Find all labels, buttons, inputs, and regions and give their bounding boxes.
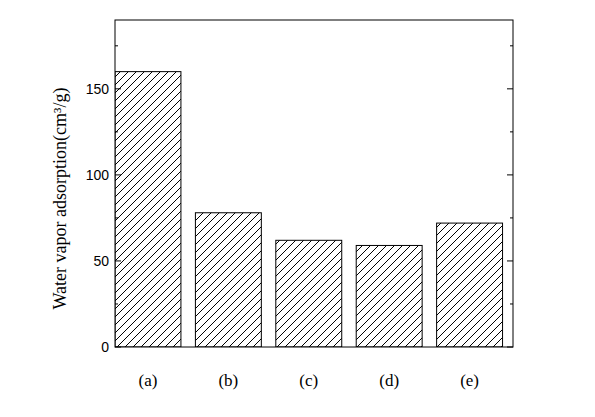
y-tick-right bbox=[507, 174, 513, 175]
y-minor-tick bbox=[115, 131, 118, 132]
bar bbox=[195, 213, 261, 347]
x-tick-label: (b) bbox=[218, 371, 238, 390]
bar bbox=[115, 72, 181, 347]
bar bbox=[437, 223, 503, 347]
y-tick-label: 150 bbox=[86, 81, 110, 97]
y-minor-tick bbox=[510, 131, 513, 132]
y-minor-tick bbox=[115, 45, 118, 46]
bars bbox=[115, 72, 503, 347]
y-tick-label: 50 bbox=[93, 253, 109, 269]
chart-svg: 0 50 100 150 (a) (b) (c) (d) (e) Water vapor adso… bbox=[0, 0, 595, 417]
bar bbox=[356, 245, 422, 347]
y-minor-tick bbox=[115, 217, 118, 218]
y-minor-tick bbox=[510, 217, 513, 218]
y-minor-tick bbox=[115, 303, 118, 304]
y-tick bbox=[115, 260, 121, 261]
y-minor-tick bbox=[510, 45, 513, 46]
x-tick-label: (c) bbox=[299, 371, 318, 390]
y-tick bbox=[115, 347, 121, 348]
y-minor-tick bbox=[510, 303, 513, 304]
y-tick-right bbox=[507, 347, 513, 348]
y-tick bbox=[115, 88, 121, 89]
bar bbox=[276, 240, 342, 347]
y-tick bbox=[115, 174, 121, 175]
y-tick-label: 0 bbox=[101, 339, 109, 355]
y-axis-label: Water vapor adsorption(cm³/g) bbox=[50, 88, 71, 310]
x-tick-label: (d) bbox=[379, 371, 399, 390]
plot-frame bbox=[115, 20, 513, 347]
y-tick-right bbox=[507, 88, 513, 89]
x-tick-label: (a) bbox=[139, 371, 158, 390]
y-tick-right bbox=[507, 260, 513, 261]
chart: 0 50 100 150 (a) (b) (c) (d) (e) Water vapor adso… bbox=[0, 0, 595, 417]
y-tick-label: 100 bbox=[86, 167, 110, 183]
x-tick-label: (e) bbox=[460, 371, 479, 390]
